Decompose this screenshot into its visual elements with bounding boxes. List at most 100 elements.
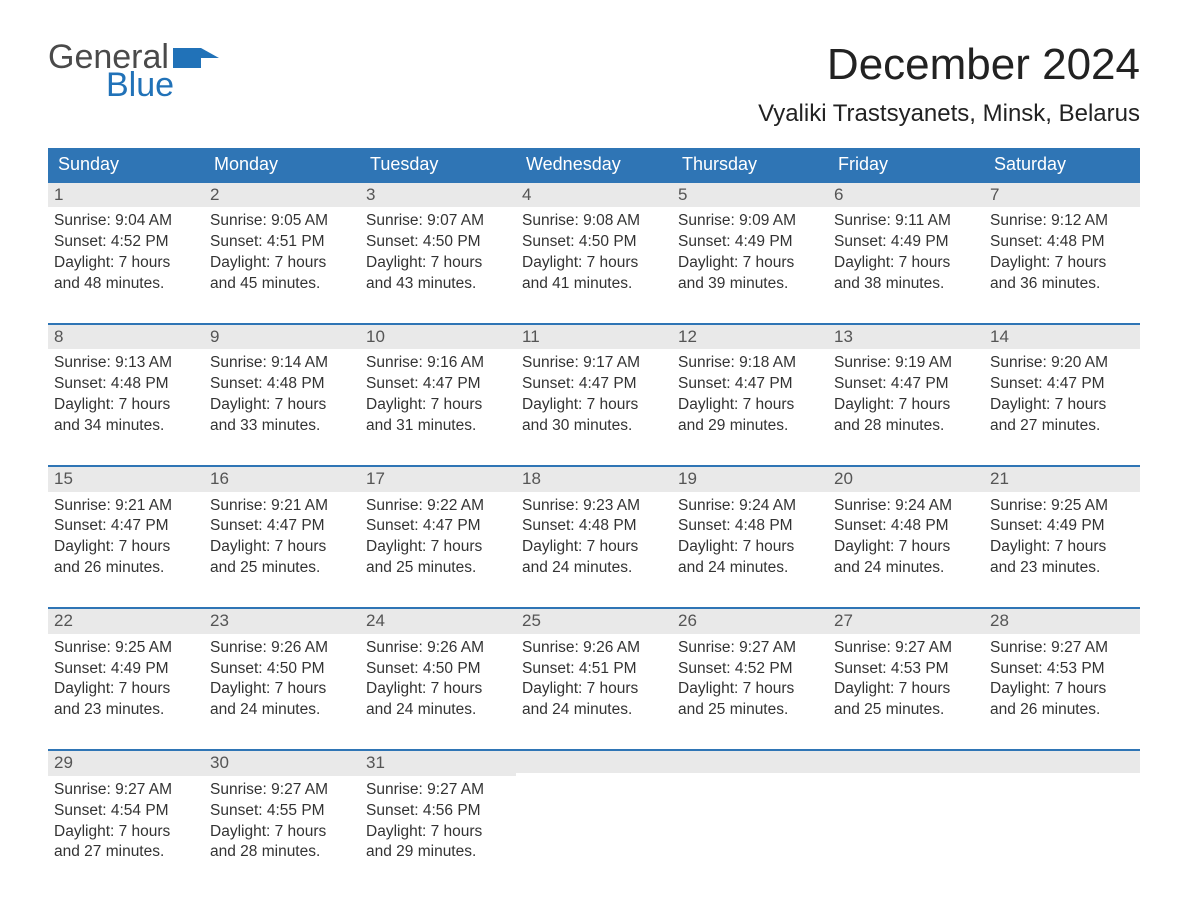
day-number: 31 — [360, 749, 516, 775]
dow-cell: Friday — [828, 148, 984, 181]
day-line-d1: Daylight: 7 hours — [990, 537, 1134, 558]
day-cell: 10Sunrise: 9:16 AMSunset: 4:47 PMDayligh… — [360, 323, 516, 437]
day-cell: 18Sunrise: 9:23 AMSunset: 4:48 PMDayligh… — [516, 465, 672, 579]
day-line-d1: Daylight: 7 hours — [834, 679, 978, 700]
day-line-d1: Daylight: 7 hours — [210, 679, 354, 700]
day-line-d1: Daylight: 7 hours — [990, 253, 1134, 274]
day-number: 1 — [48, 181, 204, 207]
day-line-d2: and 38 minutes. — [834, 274, 978, 295]
day-content: Sunrise: 9:20 AMSunset: 4:47 PMDaylight:… — [984, 349, 1140, 437]
day-line-sr: Sunrise: 9:04 AM — [54, 211, 198, 232]
day-line-d1: Daylight: 7 hours — [678, 253, 822, 274]
day-number: 21 — [984, 465, 1140, 491]
dow-cell: Monday — [204, 148, 360, 181]
day-line-ss: Sunset: 4:53 PM — [990, 659, 1134, 680]
day-line-sr: Sunrise: 9:17 AM — [522, 353, 666, 374]
week-row: 1Sunrise: 9:04 AMSunset: 4:52 PMDaylight… — [48, 181, 1140, 295]
day-line-d2: and 41 minutes. — [522, 274, 666, 295]
day-content: Sunrise: 9:18 AMSunset: 4:47 PMDaylight:… — [672, 349, 828, 437]
day-cell: 20Sunrise: 9:24 AMSunset: 4:48 PMDayligh… — [828, 465, 984, 579]
day-content: Sunrise: 9:24 AMSunset: 4:48 PMDaylight:… — [828, 492, 984, 580]
day-line-ss: Sunset: 4:50 PM — [210, 659, 354, 680]
day-cell: 19Sunrise: 9:24 AMSunset: 4:48 PMDayligh… — [672, 465, 828, 579]
day-line-d2: and 24 minutes. — [366, 700, 510, 721]
day-content: Sunrise: 9:27 AMSunset: 4:53 PMDaylight:… — [984, 634, 1140, 722]
day-line-ss: Sunset: 4:50 PM — [522, 232, 666, 253]
day-cell: 11Sunrise: 9:17 AMSunset: 4:47 PMDayligh… — [516, 323, 672, 437]
day-line-d1: Daylight: 7 hours — [678, 679, 822, 700]
day-line-d2: and 33 minutes. — [210, 416, 354, 437]
day-line-d1: Daylight: 7 hours — [678, 537, 822, 558]
day-line-sr: Sunrise: 9:27 AM — [990, 638, 1134, 659]
day-line-ss: Sunset: 4:47 PM — [678, 374, 822, 395]
day-line-sr: Sunrise: 9:26 AM — [366, 638, 510, 659]
header: General Blue December 2024 Vyaliki Trast… — [48, 40, 1140, 142]
month-title: December 2024 — [758, 40, 1140, 90]
day-number: 8 — [48, 323, 204, 349]
day-line-sr: Sunrise: 9:19 AM — [834, 353, 978, 374]
day-line-sr: Sunrise: 9:11 AM — [834, 211, 978, 232]
day-line-d1: Daylight: 7 hours — [366, 253, 510, 274]
day-number: 27 — [828, 607, 984, 633]
day-number: 19 — [672, 465, 828, 491]
day-number: 26 — [672, 607, 828, 633]
day-cell: 31Sunrise: 9:27 AMSunset: 4:56 PMDayligh… — [360, 749, 516, 863]
calendar: SundayMondayTuesdayWednesdayThursdayFrid… — [48, 148, 1140, 863]
day-line-ss: Sunset: 4:52 PM — [54, 232, 198, 253]
empty-day-header — [672, 749, 828, 773]
title-block: December 2024 Vyaliki Trastsyanets, Mins… — [758, 40, 1140, 142]
empty-day-header — [828, 749, 984, 773]
day-line-d2: and 43 minutes. — [366, 274, 510, 295]
day-content: Sunrise: 9:09 AMSunset: 4:49 PMDaylight:… — [672, 207, 828, 295]
day-line-ss: Sunset: 4:49 PM — [678, 232, 822, 253]
day-content: Sunrise: 9:08 AMSunset: 4:50 PMDaylight:… — [516, 207, 672, 295]
day-line-ss: Sunset: 4:51 PM — [522, 659, 666, 680]
day-cell: 21Sunrise: 9:25 AMSunset: 4:49 PMDayligh… — [984, 465, 1140, 579]
day-line-d1: Daylight: 7 hours — [834, 537, 978, 558]
day-content: Sunrise: 9:16 AMSunset: 4:47 PMDaylight:… — [360, 349, 516, 437]
day-line-sr: Sunrise: 9:22 AM — [366, 496, 510, 517]
day-line-d2: and 48 minutes. — [54, 274, 198, 295]
day-line-d2: and 28 minutes. — [834, 416, 978, 437]
day-line-sr: Sunrise: 9:21 AM — [54, 496, 198, 517]
day-content: Sunrise: 9:26 AMSunset: 4:50 PMDaylight:… — [204, 634, 360, 722]
day-number: 25 — [516, 607, 672, 633]
day-content: Sunrise: 9:05 AMSunset: 4:51 PMDaylight:… — [204, 207, 360, 295]
day-line-ss: Sunset: 4:48 PM — [834, 516, 978, 537]
day-content: Sunrise: 9:17 AMSunset: 4:47 PMDaylight:… — [516, 349, 672, 437]
day-number: 16 — [204, 465, 360, 491]
day-line-d2: and 25 minutes. — [366, 558, 510, 579]
day-content: Sunrise: 9:26 AMSunset: 4:50 PMDaylight:… — [360, 634, 516, 722]
day-line-sr: Sunrise: 9:09 AM — [678, 211, 822, 232]
day-content: Sunrise: 9:14 AMSunset: 4:48 PMDaylight:… — [204, 349, 360, 437]
day-number: 11 — [516, 323, 672, 349]
day-line-d2: and 30 minutes. — [522, 416, 666, 437]
empty-day-header — [516, 749, 672, 773]
day-content: Sunrise: 9:25 AMSunset: 4:49 PMDaylight:… — [48, 634, 204, 722]
day-cell: 30Sunrise: 9:27 AMSunset: 4:55 PMDayligh… — [204, 749, 360, 863]
day-content: Sunrise: 9:26 AMSunset: 4:51 PMDaylight:… — [516, 634, 672, 722]
day-line-sr: Sunrise: 9:25 AM — [990, 496, 1134, 517]
day-line-d1: Daylight: 7 hours — [834, 395, 978, 416]
day-line-d1: Daylight: 7 hours — [522, 395, 666, 416]
day-cell: 29Sunrise: 9:27 AMSunset: 4:54 PMDayligh… — [48, 749, 204, 863]
day-cell: 1 Sunrise: 9:04 AMSunset: 4:52 PMDaylight… — [48, 181, 204, 295]
day-line-d1: Daylight: 7 hours — [54, 253, 198, 274]
day-cell: 24Sunrise: 9:26 AMSunset: 4:50 PMDayligh… — [360, 607, 516, 721]
day-line-d2: and 27 minutes. — [990, 416, 1134, 437]
day-line-d2: and 28 minutes. — [210, 842, 354, 863]
day-line-ss: Sunset: 4:48 PM — [210, 374, 354, 395]
day-cell: 22Sunrise: 9:25 AMSunset: 4:49 PMDayligh… — [48, 607, 204, 721]
day-line-ss: Sunset: 4:56 PM — [366, 801, 510, 822]
day-number: 9 — [204, 323, 360, 349]
day-number: 15 — [48, 465, 204, 491]
day-line-sr: Sunrise: 9:24 AM — [678, 496, 822, 517]
day-line-sr: Sunrise: 9:26 AM — [210, 638, 354, 659]
day-cell: 23Sunrise: 9:26 AMSunset: 4:50 PMDayligh… — [204, 607, 360, 721]
empty-day-header — [984, 749, 1140, 773]
day-cell: 6Sunrise: 9:11 AMSunset: 4:49 PMDaylight… — [828, 181, 984, 295]
day-line-d1: Daylight: 7 hours — [210, 822, 354, 843]
day-line-d1: Daylight: 7 hours — [54, 822, 198, 843]
empty-day-cell — [516, 749, 672, 863]
day-line-d2: and 29 minutes. — [678, 416, 822, 437]
